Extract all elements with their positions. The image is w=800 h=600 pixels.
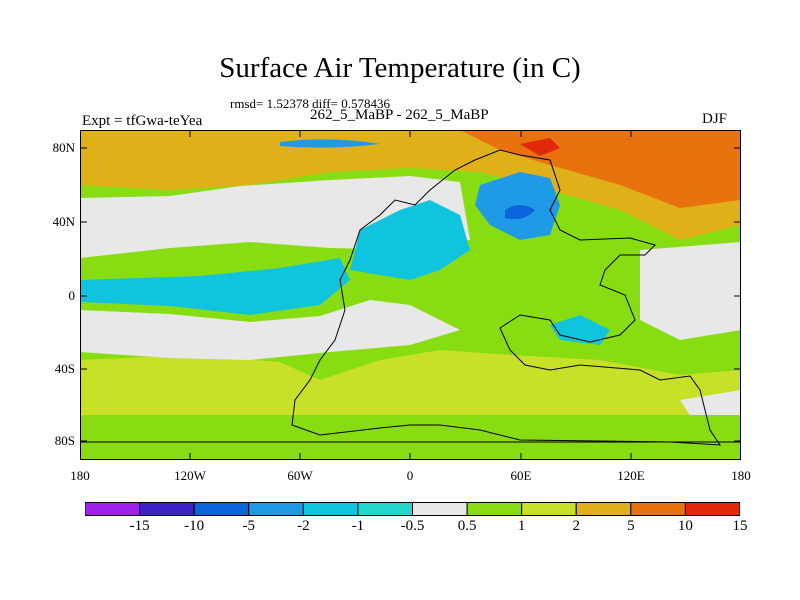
- tropical-neutral-band: [80, 300, 460, 360]
- continent-cold-region: [350, 200, 470, 280]
- colorbar-swatch: [248, 502, 304, 516]
- east-cold-patch: [550, 315, 610, 345]
- axis-ticks: [79, 130, 742, 460]
- lon-label: 180: [731, 468, 751, 483]
- lon-label: 60W: [287, 468, 313, 483]
- colorbar-swatch: [302, 502, 359, 516]
- colorbar-label: -0.5: [400, 518, 425, 534]
- plot-title: Surface Air Temperature (in C): [219, 52, 581, 84]
- colorbar-label: 1: [517, 518, 526, 534]
- case-label: 262_5_MaBP - 262_5_MaBP: [310, 107, 489, 123]
- arctic-cold-spot: [280, 139, 380, 148]
- colorbar-label: -15: [129, 518, 150, 534]
- colorbar-label: 5: [627, 518, 635, 534]
- colorbar-swatch: [684, 502, 741, 516]
- coastline: [291, 149, 721, 446]
- experiment-label: Expt = tfGwa-teYea: [82, 113, 203, 129]
- colorbar-swatch: [84, 502, 141, 516]
- colorbar-swatch: [193, 502, 250, 516]
- colorbar-label: -5: [242, 518, 256, 534]
- tropical-cold-band: [80, 258, 350, 315]
- hot-spot: [520, 138, 560, 156]
- lat-label: 0: [68, 288, 76, 303]
- lon-label: 60E: [510, 468, 532, 483]
- colorbar-label: 2: [572, 518, 581, 534]
- colorbar-swatch: [630, 502, 686, 516]
- lon-label: 180: [70, 468, 90, 483]
- colorbar-label: 15: [732, 518, 748, 534]
- lon-label: 120E: [617, 468, 645, 483]
- nh-neutral-east: [640, 242, 741, 340]
- colorbar-label: -10: [184, 518, 205, 534]
- colorbar-label: 0.5: [457, 518, 477, 534]
- lat-label: 80N: [52, 140, 75, 155]
- season-label: DJF: [702, 111, 728, 127]
- asia-coldest-core: [505, 205, 535, 219]
- map-panel: [79, 130, 742, 460]
- colorbar-label: 10: [677, 518, 693, 534]
- south-band: [80, 415, 741, 460]
- colorbar-swatch: [139, 502, 195, 516]
- lon-label: 0: [406, 468, 414, 483]
- lat-label: 40S: [54, 361, 75, 376]
- colorbar-swatch: [521, 502, 577, 516]
- colorbar-swatch: [575, 502, 632, 516]
- stats-text: rmsd= 1.52378 diff= 0.578436: [230, 96, 390, 111]
- lat-label: 80S: [54, 433, 75, 448]
- colorbar-swatch: [412, 502, 468, 516]
- lon-label: 120W: [174, 468, 206, 483]
- colorbar-label: -1: [351, 518, 365, 534]
- lat-label: 40N: [52, 214, 75, 229]
- colorbar-swatch: [466, 502, 523, 516]
- colorbar-label: -2: [297, 518, 310, 534]
- colorbar: [84, 502, 741, 516]
- colorbar-swatch: [357, 502, 413, 516]
